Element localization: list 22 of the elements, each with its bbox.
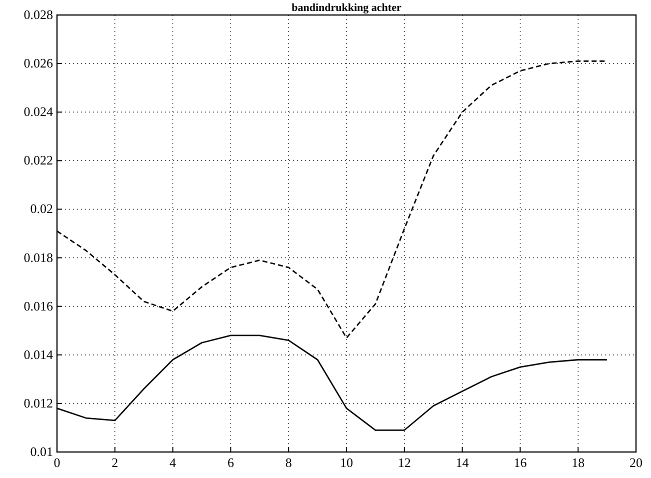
x-tick-label: 10 <box>340 455 353 470</box>
y-tick-label: 0.022 <box>24 152 53 168</box>
x-tick-label: 12 <box>398 455 411 470</box>
y-tick-label: 0.026 <box>24 56 54 71</box>
y-tick-label: 0.018 <box>24 250 53 265</box>
y-tick-label: 0.012 <box>24 395 53 410</box>
y-tick-label: 0.02 <box>30 201 53 216</box>
y-tick-label: 0.01 <box>30 444 53 459</box>
x-tick-label: 0 <box>54 455 60 470</box>
y-tick-label: 0.016 <box>24 298 54 314</box>
y-tick-label: 0.024 <box>24 104 54 120</box>
y-tick-label: 0.028 <box>24 7 53 22</box>
x-tick-label: 20 <box>630 455 642 470</box>
x-tick-label: 16 <box>514 455 528 470</box>
y-tick-label: 0.014 <box>24 346 54 362</box>
x-tick-label: 18 <box>572 455 585 470</box>
x-tick-label: 2 <box>112 455 118 470</box>
x-tick-label: 6 <box>227 455 234 470</box>
chart-title: bandindrukking achter <box>292 2 402 14</box>
x-tick-label: 14 <box>456 455 470 470</box>
x-tick-label: 8 <box>285 455 292 470</box>
x-tick-label: 4 <box>170 455 177 470</box>
